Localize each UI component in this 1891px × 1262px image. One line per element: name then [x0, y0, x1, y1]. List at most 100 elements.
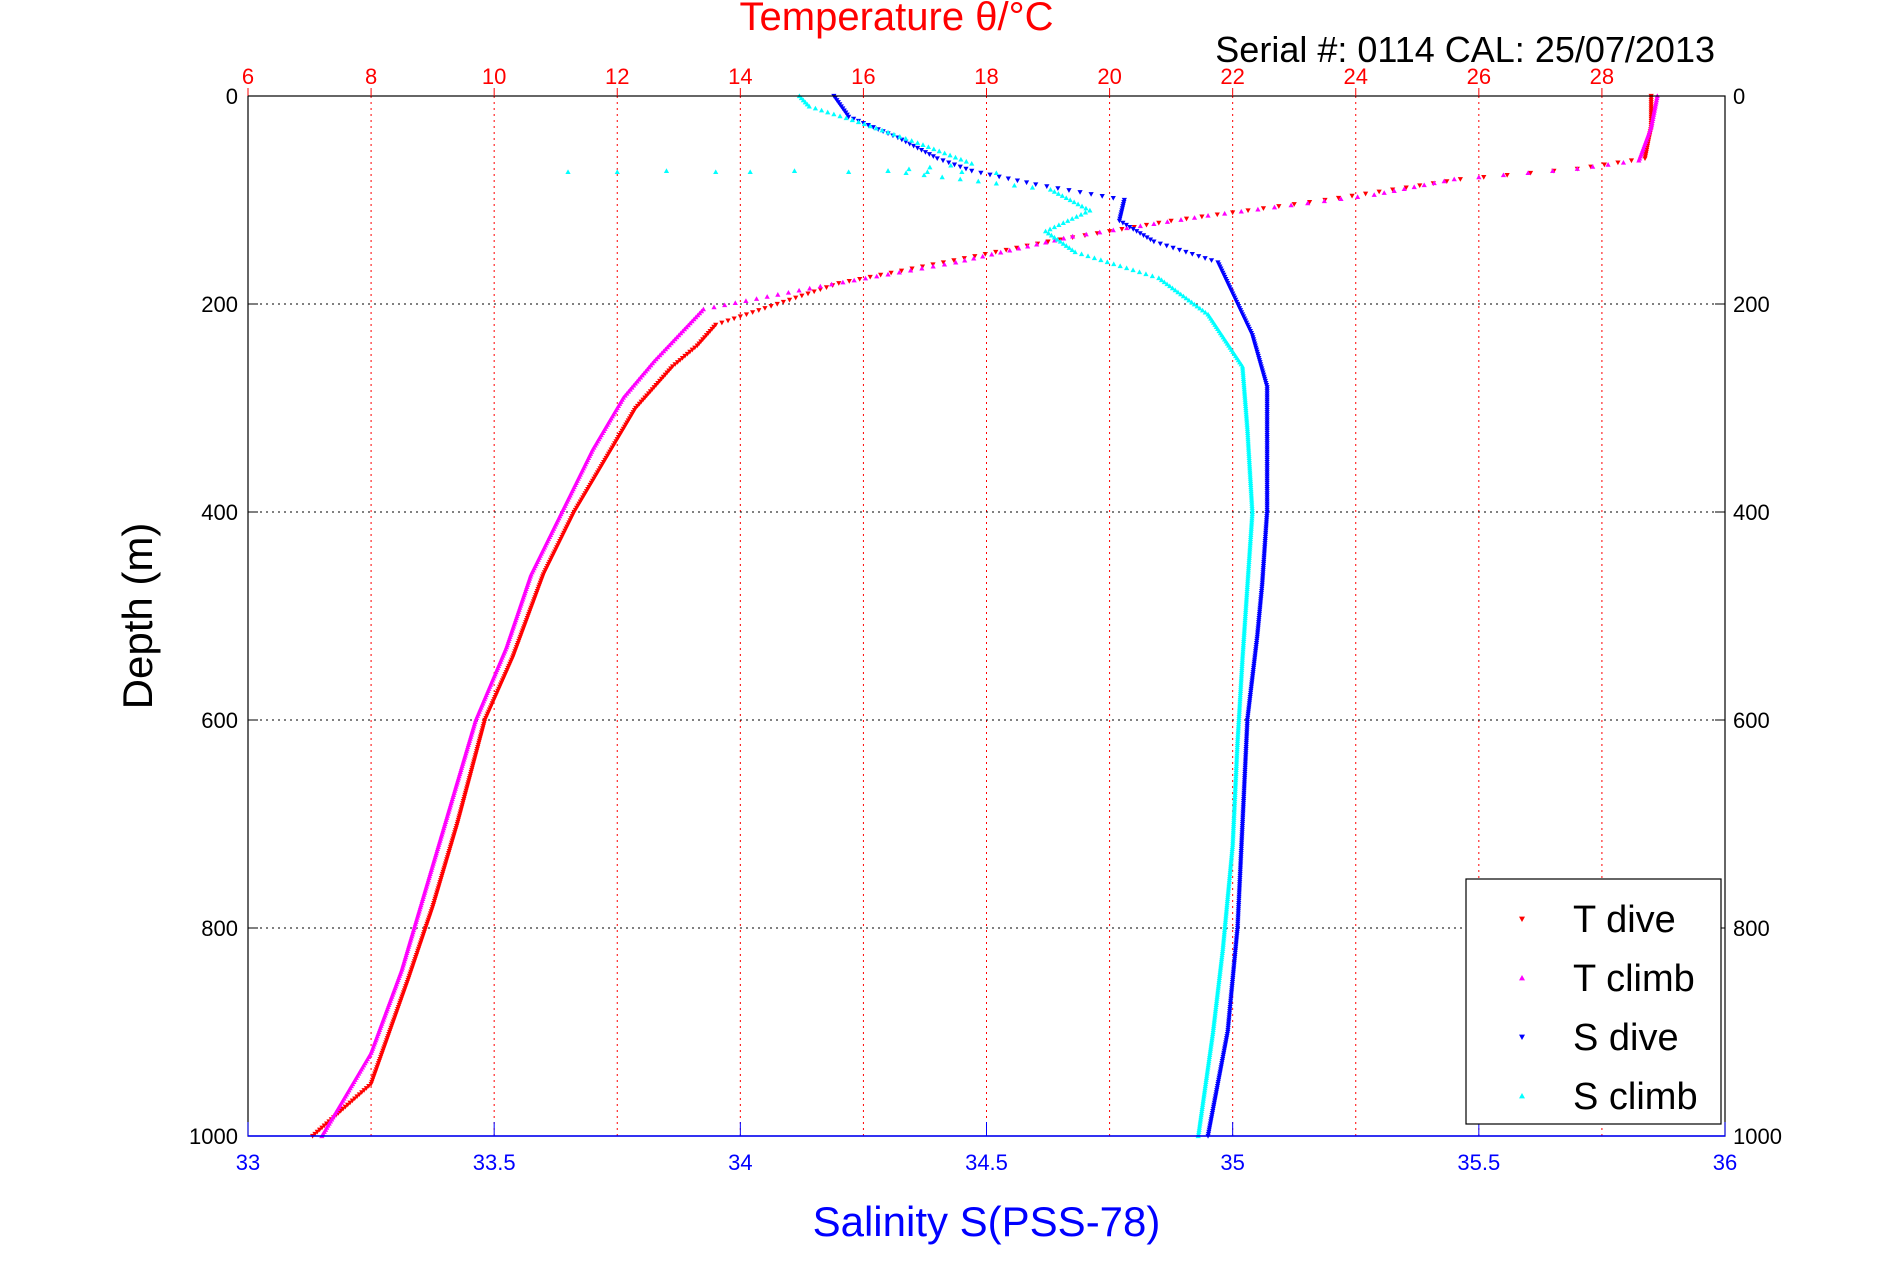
data-point — [1203, 1077, 1209, 1082]
data-point — [993, 249, 999, 255]
data-point — [1218, 956, 1225, 962]
data-point — [969, 168, 975, 174]
data-point — [1221, 927, 1228, 933]
data-point — [1527, 170, 1534, 176]
data-point — [1242, 399, 1248, 404]
data-point — [1196, 1129, 1202, 1134]
data-point — [1055, 186, 1061, 191]
right-axis-tick-label: 800 — [1733, 916, 1770, 941]
data-point — [1206, 1056, 1212, 1062]
data-point — [1164, 243, 1170, 249]
data-point — [1215, 983, 1221, 989]
data-point — [885, 168, 891, 173]
data-point — [1196, 254, 1202, 259]
data-point — [1054, 236, 1060, 242]
top-axis-tick-label: 22 — [1220, 64, 1244, 89]
data-point — [1202, 1087, 1208, 1093]
data-point — [1067, 197, 1073, 203]
y-axis-label: Depth (m) — [114, 523, 161, 710]
data-point — [1151, 221, 1157, 226]
data-point — [919, 264, 926, 270]
data-point — [962, 257, 968, 263]
data-point — [1245, 208, 1251, 213]
data-point — [963, 166, 969, 172]
data-point — [1136, 269, 1143, 275]
data-point — [1130, 227, 1136, 232]
data-point — [1051, 224, 1058, 230]
data-point — [1381, 190, 1387, 195]
data-point — [774, 301, 780, 307]
data-point — [1306, 200, 1313, 205]
bottom-axis-tick-label: 35 — [1220, 1150, 1244, 1175]
data-point — [1214, 991, 1221, 997]
data-point — [1225, 885, 1232, 891]
data-point — [1210, 1029, 1216, 1035]
data-point — [756, 308, 762, 313]
data-point — [1143, 271, 1149, 277]
data-point — [1063, 243, 1069, 248]
data-point — [1242, 395, 1248, 400]
data-point — [947, 152, 953, 158]
right-axis-tick-label: 400 — [1733, 500, 1770, 525]
data-point — [1222, 925, 1228, 931]
data-point — [1226, 881, 1232, 887]
data-point — [750, 310, 756, 315]
data-point — [1224, 900, 1230, 906]
chart-title: Temperature θ/°C — [740, 0, 1054, 39]
data-point — [1227, 871, 1233, 876]
data-point — [1224, 904, 1230, 910]
data-point — [747, 169, 753, 174]
data-point — [1457, 177, 1463, 182]
data-point — [840, 279, 846, 285]
data-point — [957, 176, 963, 182]
data-point — [1376, 189, 1382, 195]
data-point — [1011, 182, 1017, 188]
data-point — [1650, 116, 1656, 121]
top-axis-tick-label: 26 — [1467, 64, 1491, 89]
data-point — [1260, 206, 1267, 211]
data-point — [1305, 200, 1311, 206]
data-point — [1205, 1062, 1211, 1068]
data-point — [1221, 935, 1227, 941]
data-point — [1244, 419, 1250, 425]
data-point — [1243, 407, 1249, 413]
data-point — [1178, 217, 1184, 222]
data-point — [1034, 241, 1040, 247]
data-point — [1202, 1085, 1208, 1091]
data-point — [1158, 277, 1165, 283]
data-point — [768, 304, 774, 309]
data-point — [764, 294, 770, 299]
data-point — [987, 172, 993, 178]
data-point — [785, 289, 792, 295]
data-point — [1029, 184, 1036, 190]
data-point — [837, 113, 843, 119]
data-point — [1066, 245, 1072, 250]
data-point — [725, 318, 731, 324]
data-point — [1198, 1112, 1204, 1118]
data-point — [1349, 193, 1355, 199]
bottom-axis-tick-label: 33 — [236, 1150, 260, 1175]
data-point — [1238, 208, 1244, 214]
data-point — [812, 105, 819, 111]
data-point — [982, 252, 988, 257]
data-point — [1176, 247, 1183, 253]
data-point — [1653, 101, 1659, 107]
data-point — [1106, 229, 1113, 234]
data-point — [1241, 384, 1247, 390]
right-axis-tick-label: 0 — [1733, 84, 1745, 109]
data-point — [1091, 255, 1098, 261]
data-point — [1140, 233, 1147, 238]
left-axis-tick-label: 800 — [201, 916, 238, 941]
data-point — [919, 265, 925, 271]
data-point — [924, 169, 931, 174]
data-point — [993, 180, 999, 186]
data-point — [846, 279, 852, 284]
data-point — [927, 164, 933, 170]
data-point — [1149, 273, 1155, 279]
data-point — [1654, 95, 1660, 101]
data-point — [1222, 919, 1228, 924]
data-point — [1069, 247, 1075, 252]
data-point — [1123, 222, 1129, 228]
top-axis-tick-label: 12 — [605, 64, 629, 89]
data-point — [1216, 975, 1222, 980]
